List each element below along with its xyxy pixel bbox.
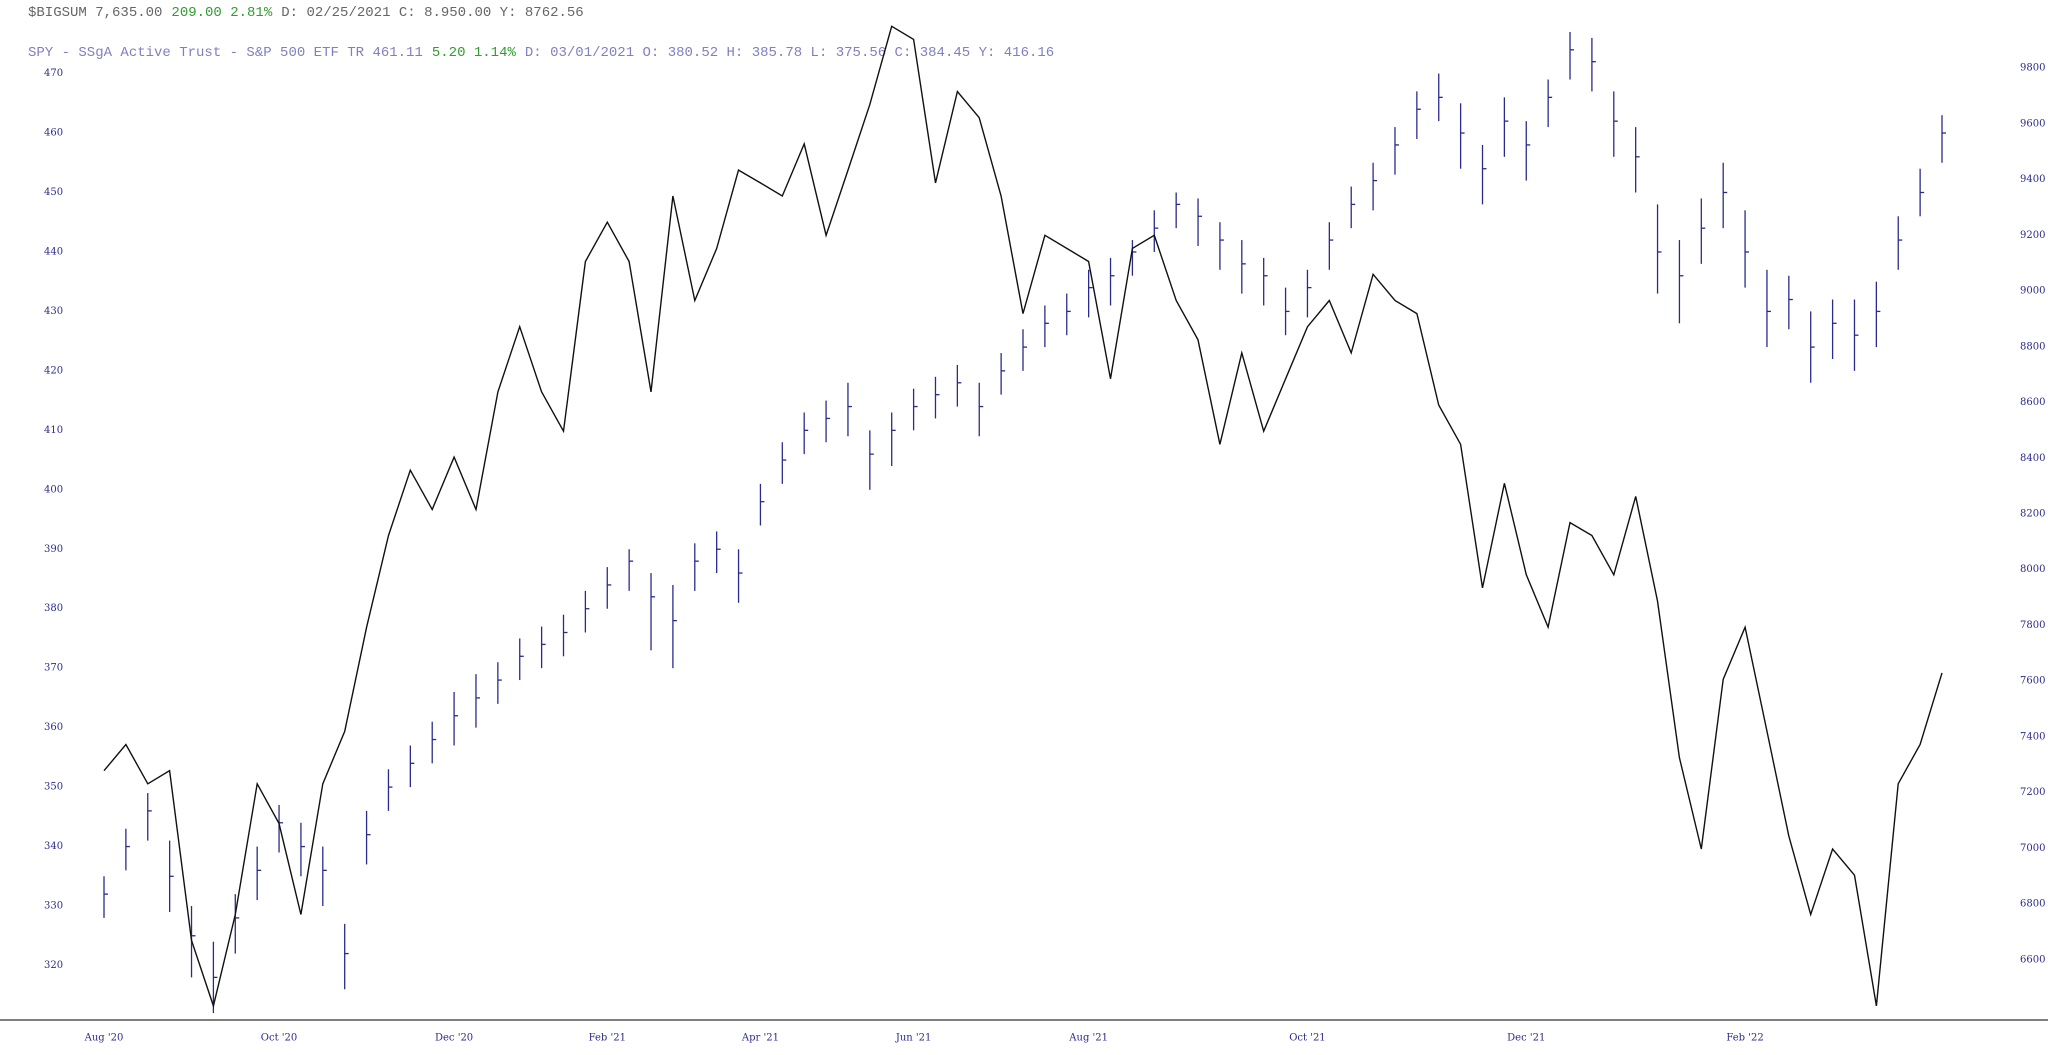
y2-tick-label: 9400 xyxy=(2020,174,2045,185)
y2-tick-label: 9600 xyxy=(2020,118,2045,129)
y-tick-label: 320 xyxy=(44,960,63,971)
header-line: $BIGSUM 7,635.00 209.00 2.81% D: 02/25/202… xyxy=(28,5,584,21)
y-tick-label: 470 xyxy=(44,68,63,79)
x-tick-label: Aug '21 xyxy=(1068,1033,1108,1044)
y-tick-label: 360 xyxy=(44,722,63,733)
y2-tick-label: 7400 xyxy=(2020,731,2045,742)
y2-tick-label: 7800 xyxy=(2020,620,2045,631)
x-tick-label: Oct '20 xyxy=(261,1033,297,1044)
y-tick-label: 450 xyxy=(44,187,63,198)
x-tick-label: Dec '20 xyxy=(435,1033,473,1044)
x-tick-label: Feb '22 xyxy=(1726,1033,1763,1044)
x-tick-label: Oct '21 xyxy=(1289,1033,1325,1044)
y2-tick-label: 8000 xyxy=(2020,564,2045,575)
y2-tick-label: 8200 xyxy=(2020,508,2045,519)
x-tick-label: Feb '21 xyxy=(589,1033,626,1044)
y2-tick-label: 9000 xyxy=(2020,286,2045,297)
y-tick-label: 350 xyxy=(44,782,63,793)
x-tick-label: Apr '21 xyxy=(741,1033,779,1044)
y2-tick-label: 7600 xyxy=(2020,676,2045,687)
header-line: SPY - SSgA Active Trust - S&P 500 ETF TR… xyxy=(28,45,1054,61)
y-tick-label: 370 xyxy=(44,663,63,674)
y-tick-label: 380 xyxy=(44,603,63,614)
y-tick-label: 460 xyxy=(44,128,63,139)
header-text: D: 03/01/2021 O: 380.52 H: 385.78 L: 375… xyxy=(525,45,1054,61)
y-tick-label: 430 xyxy=(44,306,63,317)
header-text: 209.00 2.81% xyxy=(171,5,272,21)
y2-tick-label: 9800 xyxy=(2020,63,2045,74)
y-tick-label: 440 xyxy=(44,246,63,257)
y2-tick-label: 6800 xyxy=(2020,899,2045,910)
line-series xyxy=(103,25,1943,1009)
header-text: D: 02/25/2021 C: 8.950.00 Y: 8762.56 xyxy=(281,5,583,21)
y2-tick-label: 9200 xyxy=(2020,230,2045,241)
x-tick-label: Dec '21 xyxy=(1507,1033,1545,1044)
x-tick-label: Jun '21 xyxy=(895,1033,932,1044)
y-tick-label: 330 xyxy=(44,901,63,912)
y2-tick-label: 8600 xyxy=(2020,397,2045,408)
y-tick-label: 410 xyxy=(44,425,63,436)
header-text: 5.20 1.14% xyxy=(432,45,517,61)
y2-tick-label: 7200 xyxy=(2020,787,2045,798)
y-tick-label: 400 xyxy=(44,484,63,495)
y2-tick-label: 7000 xyxy=(2020,843,2045,854)
header-text: SPY - SSgA Active Trust - S&P 500 ETF TR… xyxy=(28,45,423,61)
y-tick-label: 340 xyxy=(44,841,63,852)
y2-tick-label: 6600 xyxy=(2020,954,2045,965)
y-tick-label: 390 xyxy=(44,544,63,555)
y-tick-label: 420 xyxy=(44,365,63,376)
y2-tick-label: 8400 xyxy=(2020,453,2045,464)
header-text: $BIGSUM 7,635.00 xyxy=(28,5,162,21)
y2-tick-label: 8800 xyxy=(2020,341,2045,352)
x-tick-label: Aug '20 xyxy=(84,1033,124,1044)
